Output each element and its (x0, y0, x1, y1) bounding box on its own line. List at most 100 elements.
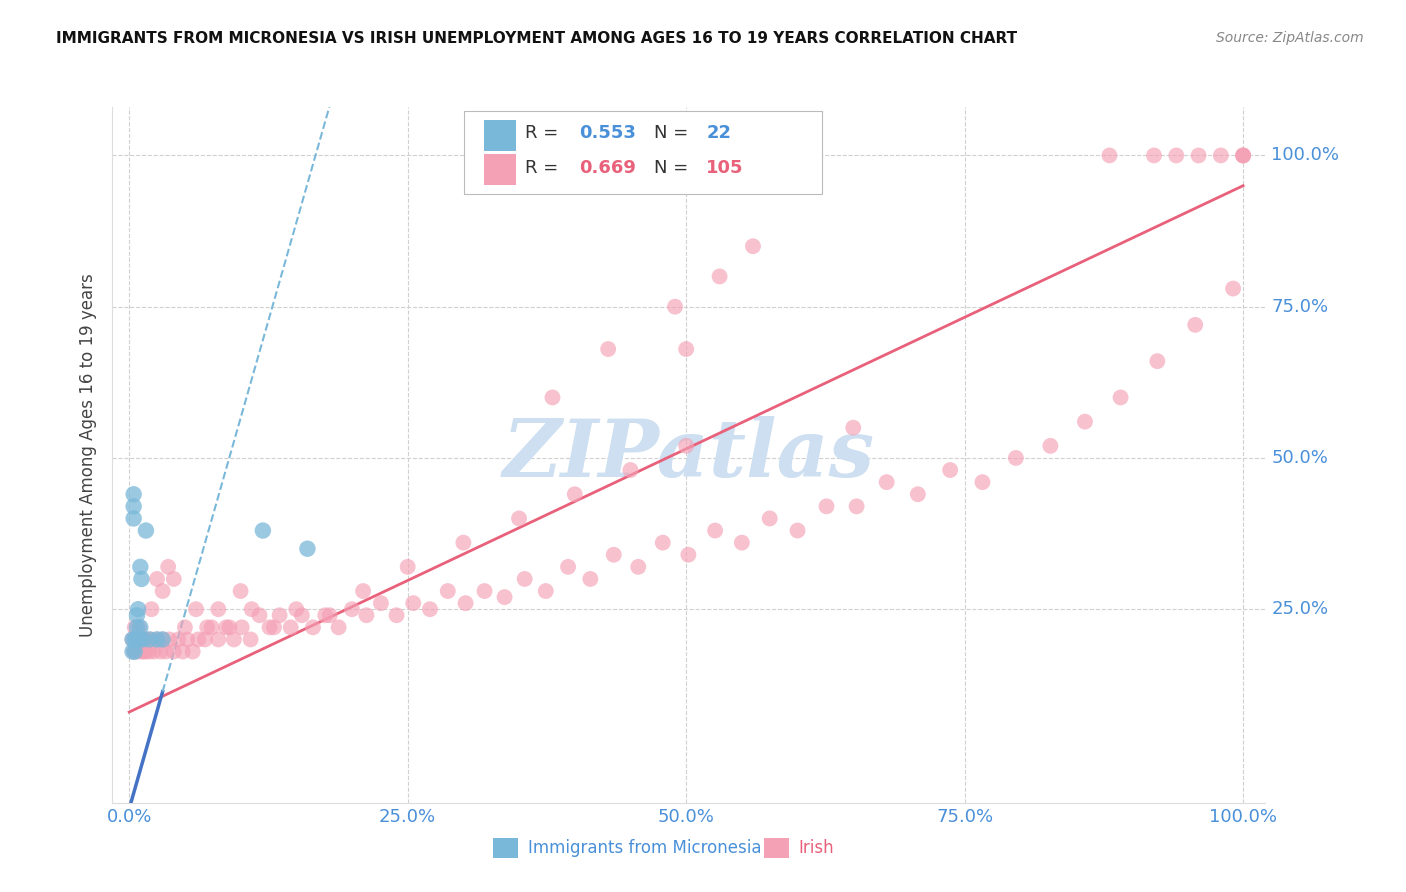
Point (195, 620, 218, 634)
Point (454, 596, 477, 610)
Point (1166, 148, 1188, 162)
Text: 0.669: 0.669 (579, 159, 637, 177)
Point (1232, 148, 1254, 162)
Point (318, 608, 340, 623)
Point (1109, 391, 1132, 405)
Point (125, 632, 148, 647)
Text: R =: R = (526, 125, 558, 143)
Text: N =: N = (654, 125, 689, 143)
Point (1209, 148, 1232, 162)
FancyBboxPatch shape (464, 111, 821, 194)
Point (758, 511, 780, 525)
Point (121, 644, 143, 658)
Point (541, 391, 564, 405)
Point (124, 644, 146, 658)
Point (291, 608, 314, 623)
Point (876, 475, 898, 490)
Point (598, 342, 620, 356)
Point (138, 632, 160, 647)
Point (172, 644, 194, 658)
Point (142, 644, 165, 658)
Point (136, 632, 159, 647)
Point (125, 644, 148, 658)
Point (125, 620, 148, 634)
Point (229, 584, 252, 599)
Point (152, 632, 174, 647)
Point (1143, 148, 1166, 162)
Point (124, 620, 146, 634)
Point (207, 602, 229, 616)
Point (149, 644, 172, 658)
Point (557, 559, 579, 574)
Point (664, 300, 686, 314)
Text: Irish: Irish (799, 839, 834, 857)
Point (396, 559, 419, 574)
Point (176, 632, 198, 647)
Point (187, 632, 209, 647)
Point (127, 602, 149, 616)
Point (240, 602, 263, 616)
Point (207, 632, 229, 647)
Point (269, 608, 291, 623)
Point (314, 608, 336, 623)
Point (678, 548, 700, 562)
Point (201, 620, 224, 634)
Point (121, 632, 143, 647)
Point (709, 269, 731, 284)
Point (121, 632, 143, 647)
Point (619, 463, 641, 477)
Point (141, 602, 163, 616)
Point (508, 511, 530, 525)
Point (742, 239, 765, 253)
Text: 50.0%: 50.0% (1271, 449, 1329, 467)
Point (146, 632, 169, 647)
Point (842, 420, 865, 434)
Point (356, 608, 378, 623)
Point (340, 602, 363, 616)
Text: 75.0%: 75.0% (1271, 298, 1329, 316)
Bar (484, 154, 516, 186)
Point (675, 439, 697, 453)
Point (564, 487, 586, 501)
Text: ZIPatlas: ZIPatlas (503, 417, 875, 493)
Point (128, 620, 150, 634)
Text: 0.553: 0.553 (579, 125, 637, 143)
Y-axis label: Unemployment Among Ages 16 to 19 years: Unemployment Among Ages 16 to 19 years (79, 273, 97, 637)
Point (1146, 354, 1168, 368)
Point (146, 632, 169, 647)
Point (125, 632, 148, 647)
Point (302, 620, 325, 634)
Point (494, 590, 516, 604)
Point (845, 500, 868, 514)
Point (285, 602, 308, 616)
Point (534, 584, 557, 599)
Point (215, 620, 238, 634)
Point (815, 500, 838, 514)
Point (280, 620, 302, 634)
Point (907, 487, 929, 501)
Point (370, 596, 392, 610)
Point (328, 620, 350, 634)
Point (122, 511, 145, 525)
Point (603, 548, 626, 562)
Point (167, 632, 190, 647)
Point (122, 500, 145, 514)
Point (1005, 450, 1028, 465)
Point (141, 632, 163, 647)
Text: 105: 105 (706, 159, 744, 177)
Point (1039, 439, 1062, 453)
Point (129, 632, 152, 647)
Point (972, 475, 994, 490)
Point (436, 584, 458, 599)
Point (131, 632, 153, 647)
Point (127, 632, 149, 647)
Point (513, 572, 536, 586)
Point (1187, 148, 1209, 162)
Point (173, 620, 195, 634)
Point (129, 559, 152, 574)
Point (163, 644, 186, 658)
Point (939, 463, 962, 477)
Point (352, 584, 374, 599)
Point (181, 644, 204, 658)
Point (1184, 318, 1206, 332)
